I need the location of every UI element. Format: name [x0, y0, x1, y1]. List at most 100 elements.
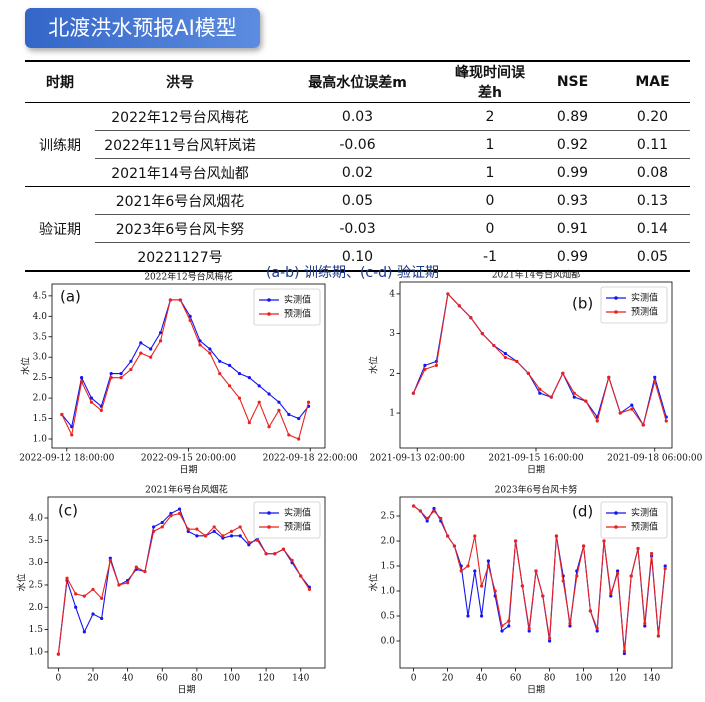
x-tick-label: 2022-09-15 20:00:00	[141, 454, 236, 464]
data-point	[70, 433, 74, 437]
y-tick-label: 2	[389, 369, 395, 379]
data-point	[287, 433, 291, 437]
header-cell: 最高水位误差m	[265, 60, 450, 103]
data-point	[228, 384, 232, 388]
header-cell: 峰现时间误差h	[450, 60, 530, 103]
data-point	[212, 529, 216, 533]
table-cell: 0.93	[530, 186, 615, 215]
table-cell: -0.03	[265, 214, 450, 243]
data-point	[534, 569, 538, 573]
y-tick-label: 2.0	[381, 537, 396, 547]
data-point	[526, 371, 530, 375]
data-point	[129, 359, 133, 363]
table-cell: 0.11	[615, 130, 690, 159]
data-point	[169, 514, 173, 518]
table-cell: -0.06	[265, 130, 450, 159]
data-point	[160, 525, 164, 529]
data-point	[108, 558, 112, 562]
y-tick-label: 4	[389, 289, 395, 299]
data-point	[306, 400, 311, 404]
data-point	[109, 371, 113, 376]
data-point	[548, 639, 552, 643]
legend-label: 预测值	[631, 521, 658, 533]
table-cell: 0.05	[615, 242, 690, 272]
chart-title: 2022年12号台风梅花	[144, 271, 232, 283]
table-cell: 0.14	[615, 214, 690, 243]
data-point	[653, 375, 657, 379]
legend-label: 实测值	[284, 294, 311, 306]
legend-marker	[614, 296, 618, 300]
data-point	[100, 616, 104, 621]
table-cell: 0.05	[265, 186, 450, 215]
figure-caption: (a-b) 训练期、(c-d) 验证期	[266, 265, 439, 281]
data-point	[139, 341, 143, 345]
table-cell: -1	[450, 242, 530, 272]
table-cell: 20221127号	[95, 242, 265, 272]
data-point	[466, 564, 470, 568]
data-point	[218, 359, 222, 363]
data-point	[595, 419, 599, 423]
data-point	[195, 534, 199, 538]
data-point	[514, 539, 518, 543]
data-point	[568, 621, 572, 626]
legend-box	[253, 501, 321, 539]
table-cell: 0	[450, 214, 530, 243]
data-point	[203, 534, 208, 538]
data-point	[177, 511, 182, 516]
data-point	[616, 569, 620, 573]
x-tick-label: 60	[157, 674, 169, 684]
data-point	[229, 529, 234, 533]
table-cell: 2023年6号台风卡努	[95, 214, 265, 243]
data-point	[554, 534, 559, 538]
data-point	[595, 626, 599, 631]
data-point	[257, 384, 261, 388]
data-point	[169, 511, 173, 516]
x-tick-label: 40	[122, 674, 134, 684]
data-point	[186, 527, 190, 531]
data-point	[221, 536, 225, 540]
data-point	[432, 506, 436, 511]
y-tick-label: 2.5	[381, 512, 396, 522]
data-point	[149, 355, 153, 359]
x-tick-label: 120	[258, 674, 275, 684]
data-point	[74, 592, 78, 596]
x-tick-label: 0	[56, 674, 62, 684]
data-point	[238, 534, 242, 538]
legend-marker	[267, 298, 271, 302]
table-cell: 0.02	[265, 158, 450, 187]
y-tick-label: 2.5	[33, 373, 48, 383]
data-point	[149, 347, 153, 351]
data-point	[434, 363, 438, 367]
data-point	[178, 298, 182, 302]
table-cell: 1	[450, 158, 530, 187]
y-tick-label: 3.0	[29, 558, 44, 568]
data-point	[452, 544, 456, 548]
panel-label: (d)	[572, 503, 593, 521]
data-point	[515, 359, 519, 364]
legend-marker	[614, 525, 618, 529]
data-point	[480, 332, 484, 336]
data-point	[622, 649, 627, 653]
data-point	[584, 399, 588, 403]
data-point	[281, 547, 286, 551]
data-point	[117, 583, 121, 587]
data-point	[212, 525, 216, 529]
data-point	[446, 292, 450, 296]
legend-label: 实测值	[284, 507, 311, 519]
x-tick-label: 140	[292, 674, 309, 684]
data-point	[423, 363, 427, 367]
data-point	[89, 396, 94, 400]
header-cell: 时期	[25, 60, 95, 103]
data-point	[538, 391, 542, 395]
x-tick-label: 20	[87, 674, 99, 684]
data-point	[255, 538, 260, 542]
legend-label: 预测值	[284, 308, 311, 320]
x-tick-label: 20	[442, 674, 454, 684]
table-cell: 0.03	[265, 102, 450, 131]
data-point	[221, 534, 225, 538]
data-point	[486, 559, 490, 563]
data-point	[561, 371, 565, 375]
x-tick-label: 2022-09-18 22:00:00	[263, 454, 358, 464]
y-tick-label: 0.5	[381, 612, 396, 622]
